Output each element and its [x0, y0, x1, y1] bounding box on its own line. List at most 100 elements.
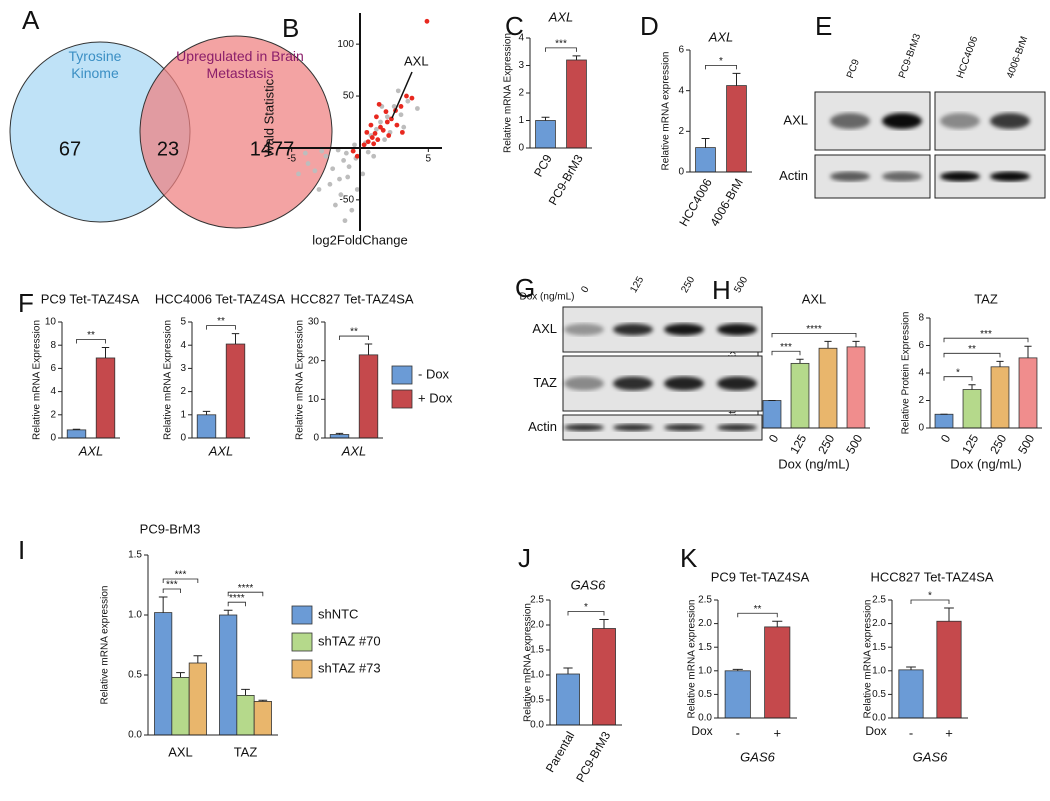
bar — [592, 628, 616, 726]
panel-letter: K — [680, 543, 698, 573]
bar — [219, 614, 238, 736]
bar — [535, 120, 556, 149]
lane-label: 4006-BrM — [1005, 35, 1030, 80]
error-bar — [241, 688, 250, 696]
scatter-point — [302, 150, 308, 156]
x-tick-label: 5 — [426, 154, 432, 165]
venn-set — [139, 35, 333, 229]
blot-band — [990, 113, 1030, 129]
significance-label: ** — [87, 330, 95, 341]
panel-letter: D — [640, 11, 659, 41]
y-tick-label: 2.5 — [698, 595, 712, 606]
x-tick-label: 0 — [766, 432, 782, 445]
scatter-point — [360, 171, 366, 177]
error-bar — [202, 410, 211, 415]
bar — [358, 354, 379, 439]
scatter-point — [386, 133, 392, 138]
bar — [818, 347, 838, 429]
bar — [898, 669, 924, 719]
y-tick-label: 30 — [308, 317, 320, 328]
bar — [196, 414, 217, 439]
significance-label: ** — [217, 316, 225, 327]
row-label: AXL — [532, 321, 557, 336]
significance-bracket — [227, 601, 246, 607]
y-axis-label: Relative mRNA Expression — [503, 33, 514, 153]
venn-count: 67 — [59, 138, 81, 160]
blot-band — [664, 424, 704, 431]
significance-bracket — [737, 612, 778, 618]
bar — [990, 366, 1010, 429]
y-tick-label: 0 — [918, 423, 924, 434]
y-tick-label: 1.5 — [530, 645, 544, 656]
y-tick-label: 2 — [678, 126, 684, 137]
chart-title: AXL — [708, 29, 734, 44]
error-bar — [599, 619, 609, 629]
scatter-point — [404, 93, 409, 99]
significance-bracket — [227, 591, 264, 597]
error-bar — [101, 347, 110, 358]
y-axis-label: Relative mRNA expression — [523, 603, 534, 722]
significance-label: *** — [555, 39, 567, 50]
chart-title: GAS6 — [571, 577, 606, 592]
significance-label: *** — [175, 570, 187, 581]
y-axis-label: Relative mRNA Expression — [163, 320, 174, 440]
error-bar — [158, 596, 168, 613]
scatter-point — [350, 148, 356, 154]
error-bar — [258, 699, 268, 702]
x-tick-label: 0 — [938, 432, 954, 445]
x-tick-label: 250 — [815, 432, 837, 457]
scatter-point — [398, 112, 404, 118]
x-tick-label: TAZ — [234, 744, 258, 759]
blot-band — [990, 171, 1030, 182]
blot-band — [564, 323, 604, 336]
bar — [556, 673, 580, 726]
y-tick-label: 8 — [50, 340, 56, 351]
significance-label: *** — [980, 329, 992, 340]
y-tick-label: 5 — [180, 317, 186, 328]
scatter-point — [365, 139, 371, 145]
legend-label: shTAZ #70 — [318, 633, 381, 648]
x-tick-label: PC9-BrM3 — [573, 729, 613, 785]
error-bar — [231, 333, 240, 345]
y-tick-label: 0 — [313, 433, 319, 444]
chart-title: TAZ — [974, 291, 998, 306]
bar — [236, 695, 255, 736]
scatter-point — [375, 137, 381, 143]
y-axis-label: Relative mRNA expression — [100, 586, 111, 705]
x-tick-label: 125 — [787, 432, 809, 457]
blot-band — [830, 171, 870, 182]
y-axis-label: Relative mRNA Expression — [295, 320, 306, 440]
lane-title: Dox (ng/mL) — [519, 292, 574, 303]
legend-swatch — [391, 365, 413, 385]
x-axis-label: GAS6 — [740, 749, 775, 764]
scatter-point — [405, 98, 411, 104]
scatter-point — [368, 122, 374, 128]
scatter-point — [401, 124, 407, 130]
y-axis-label: Relative mRNA expression — [661, 52, 672, 171]
y-tick-label: 6 — [50, 363, 56, 374]
x-tick-label: + — [945, 725, 953, 740]
scatter-point — [343, 150, 349, 156]
blot-band — [664, 323, 704, 336]
legend-label: + Dox — [418, 390, 453, 405]
bar — [66, 429, 87, 439]
error-bar — [541, 116, 550, 121]
lane-label: PC9-BrM3 — [897, 32, 923, 80]
scatter-point — [365, 149, 371, 155]
blot-band — [717, 424, 757, 431]
x-axis-label: Dox (ng/mL) — [778, 456, 850, 471]
y-axis-label: Relative mRNA expression — [687, 600, 698, 719]
error-bar — [732, 668, 743, 671]
error-bar — [563, 667, 573, 674]
y-tick-label: 3 — [518, 60, 524, 71]
y-tick-label: -50 — [340, 194, 355, 205]
scatter-point — [346, 164, 352, 170]
error-bar — [732, 72, 741, 86]
scatter-point — [364, 129, 370, 135]
bar — [695, 147, 716, 173]
scatter-point — [316, 187, 322, 192]
bar — [764, 626, 791, 719]
scatter-point — [398, 104, 404, 109]
scatter-point — [371, 141, 377, 147]
y-tick-label: 1.0 — [128, 610, 142, 621]
